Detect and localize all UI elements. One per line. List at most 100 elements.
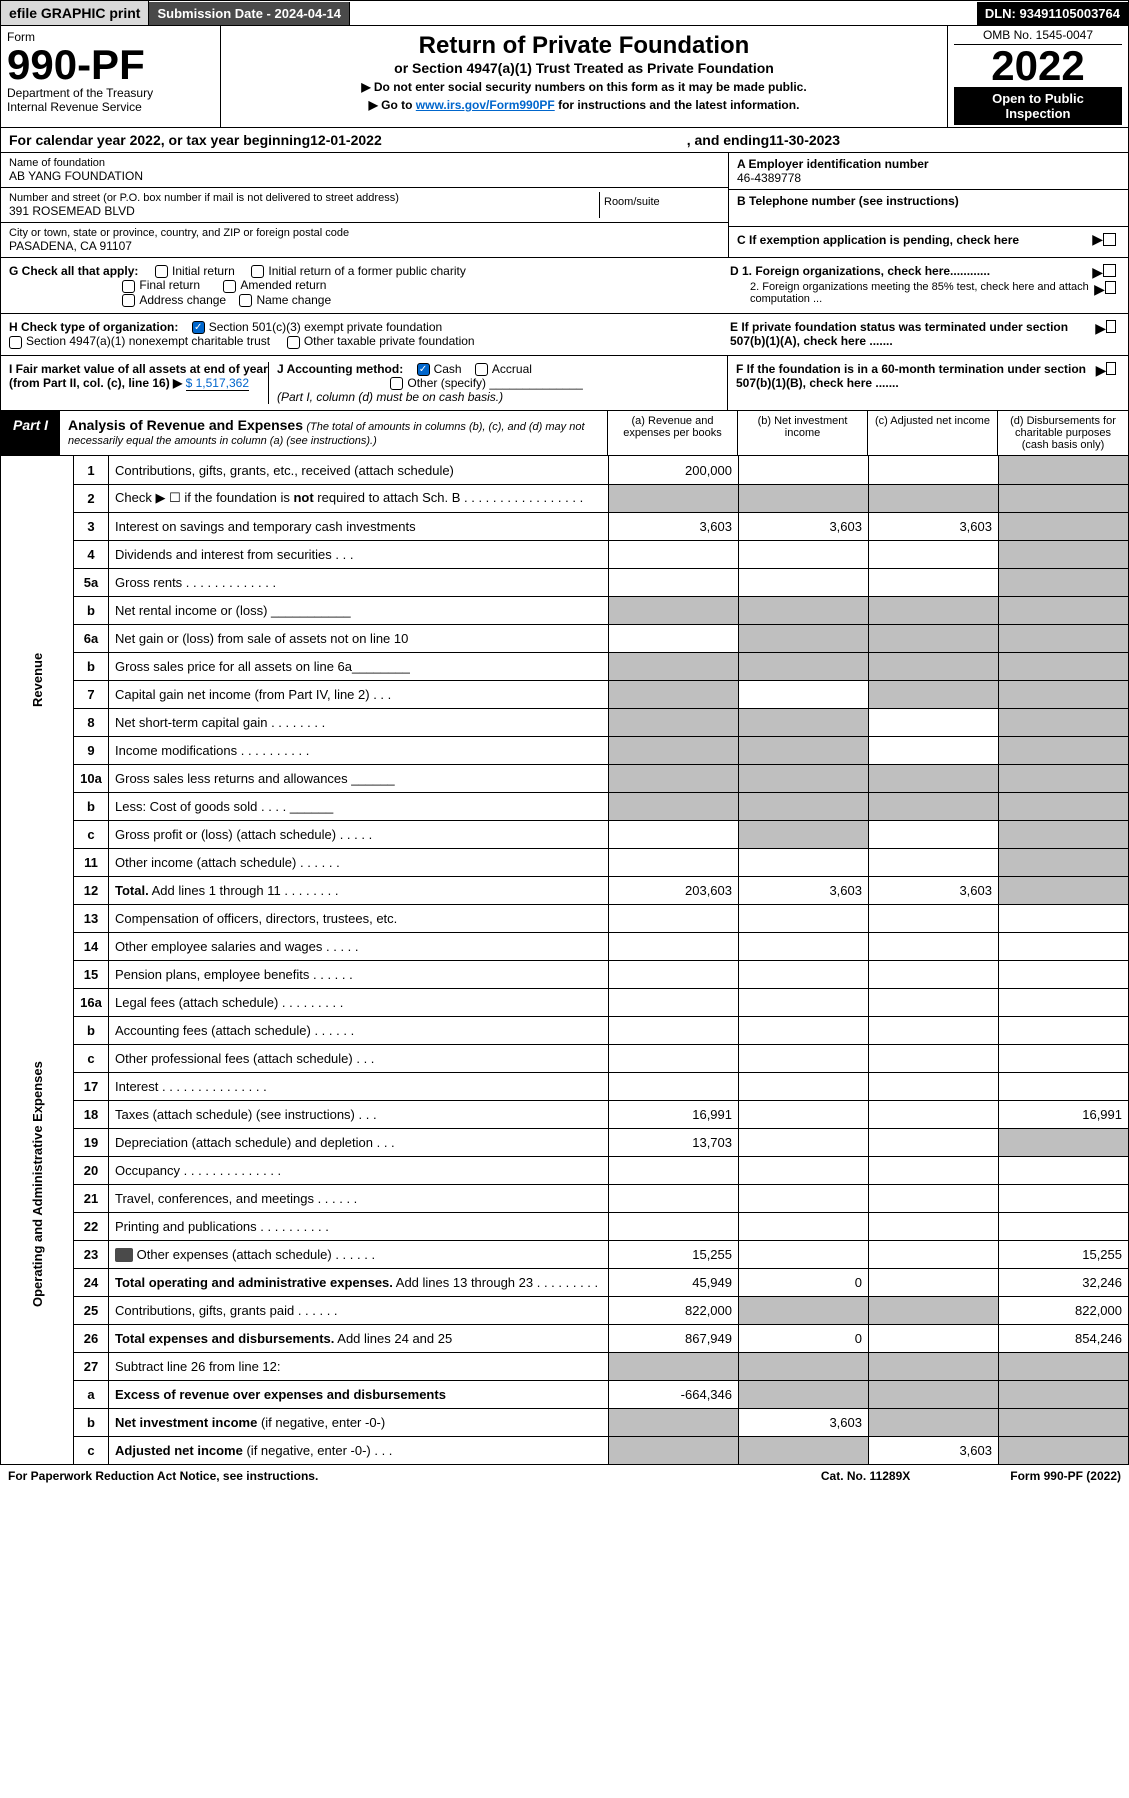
line-desc: Compensation of officers, directors, tru… <box>109 904 609 932</box>
line-desc: Gross profit or (loss) (attach schedule)… <box>109 820 609 848</box>
value-cell: 13,703 <box>609 1128 739 1156</box>
city-state-zip: PASADENA, CA 91107 <box>9 239 720 253</box>
d2-checkbox[interactable] <box>1105 281 1116 294</box>
col-a-head: (a) Revenue and expenses per books <box>608 411 738 455</box>
value-cell <box>609 792 739 820</box>
value-cell <box>869 1156 999 1184</box>
value-cell <box>739 624 869 652</box>
value-cell <box>999 540 1129 568</box>
table-row: cAdjusted net income (if negative, enter… <box>1 1436 1129 1464</box>
table-row: bAccounting fees (attach schedule) . . .… <box>1 1016 1129 1044</box>
line-number: b <box>74 596 109 624</box>
g-name-change[interactable] <box>239 294 252 307</box>
line-number: 8 <box>74 708 109 736</box>
line-desc: Net rental income or (loss) ___________ <box>109 596 609 624</box>
value-cell <box>999 1380 1129 1408</box>
table-row: 4Dividends and interest from securities … <box>1 540 1129 568</box>
line-desc: Total expenses and disbursements. Add li… <box>109 1324 609 1352</box>
line-number: 26 <box>74 1324 109 1352</box>
value-cell <box>999 624 1129 652</box>
top-bar: efile GRAPHIC print Submission Date - 20… <box>0 0 1129 26</box>
line-desc: Income modifications . . . . . . . . . . <box>109 736 609 764</box>
value-cell <box>869 1212 999 1240</box>
g-final-return[interactable] <box>122 280 135 293</box>
value-cell <box>869 988 999 1016</box>
city-label: City or town, state or province, country… <box>9 227 720 239</box>
sub-title: or Section 4947(a)(1) Trust Treated as P… <box>227 60 941 76</box>
table-row: 21Travel, conferences, and meetings . . … <box>1 1184 1129 1212</box>
line-desc: Excess of revenue over expenses and disb… <box>109 1380 609 1408</box>
line-number: 7 <box>74 680 109 708</box>
footer: For Paperwork Reduction Act Notice, see … <box>0 1465 1129 1487</box>
line-desc: Adjusted net income (if negative, enter … <box>109 1436 609 1464</box>
h-check-row: H Check type of organization: Section 50… <box>0 314 1129 356</box>
value-cell <box>609 680 739 708</box>
j-cash[interactable] <box>417 363 430 376</box>
value-cell <box>609 596 739 624</box>
line-number: 25 <box>74 1296 109 1324</box>
value-cell <box>739 904 869 932</box>
value-cell <box>739 540 869 568</box>
value-cell <box>739 848 869 876</box>
line-number: 6a <box>74 624 109 652</box>
j-accrual[interactable] <box>475 363 488 376</box>
value-cell <box>869 1184 999 1212</box>
f-checkbox[interactable] <box>1106 362 1116 375</box>
value-cell <box>609 848 739 876</box>
value-cell: 32,246 <box>999 1268 1129 1296</box>
room-suite-label: Room/suite <box>600 192 720 218</box>
line-number: c <box>74 820 109 848</box>
value-cell <box>609 1212 739 1240</box>
value-cell <box>869 484 999 512</box>
value-cell: 0 <box>739 1324 869 1352</box>
value-cell <box>739 1044 869 1072</box>
g-label: G Check all that apply: <box>9 264 138 278</box>
value-cell <box>999 988 1129 1016</box>
j-other[interactable] <box>390 377 403 390</box>
value-cell <box>999 1156 1129 1184</box>
g-addr-change[interactable] <box>122 294 135 307</box>
value-cell <box>609 1184 739 1212</box>
table-row: 20Occupancy . . . . . . . . . . . . . . <box>1 1156 1129 1184</box>
d1-checkbox[interactable] <box>1103 264 1116 277</box>
value-cell <box>739 596 869 624</box>
line-desc: Occupancy . . . . . . . . . . . . . . <box>109 1156 609 1184</box>
g-initial-return[interactable] <box>155 265 168 278</box>
table-row: bGross sales price for all assets on lin… <box>1 652 1129 680</box>
value-cell <box>869 932 999 960</box>
value-cell <box>609 708 739 736</box>
value-cell <box>999 1212 1129 1240</box>
line-number: 2 <box>74 484 109 512</box>
line-number: a <box>74 1380 109 1408</box>
value-cell: 16,991 <box>999 1100 1129 1128</box>
c-checkbox[interactable] <box>1103 233 1116 246</box>
line-number: 3 <box>74 512 109 540</box>
h-other-taxable[interactable] <box>287 336 300 349</box>
value-cell: -664,346 <box>609 1380 739 1408</box>
table-row: 7Capital gain net income (from Part IV, … <box>1 680 1129 708</box>
e-checkbox[interactable] <box>1106 320 1116 333</box>
g-initial-public[interactable] <box>251 265 264 278</box>
table-row: 16aLegal fees (attach schedule) . . . . … <box>1 988 1129 1016</box>
line-number: 9 <box>74 736 109 764</box>
value-cell <box>739 792 869 820</box>
h-4947[interactable] <box>9 336 22 349</box>
form-link[interactable]: www.irs.gov/Form990PF <box>416 98 555 112</box>
line-number: 24 <box>74 1268 109 1296</box>
table-row: 10aGross sales less returns and allowanc… <box>1 764 1129 792</box>
value-cell: 3,603 <box>739 876 869 904</box>
table-row: 2Check ▶ ☐ if the foundation is not requ… <box>1 484 1129 512</box>
table-row: 5aGross rents . . . . . . . . . . . . . <box>1 568 1129 596</box>
form-number: 990-PF <box>7 44 214 86</box>
value-cell <box>609 652 739 680</box>
instr-2: ▶ Go to www.irs.gov/Form990PF for instru… <box>227 98 941 112</box>
revenue-label: Revenue <box>1 456 74 904</box>
table-row: 27Subtract line 26 from line 12: <box>1 1352 1129 1380</box>
table-row: bNet rental income or (loss) ___________ <box>1 596 1129 624</box>
value-cell <box>999 1128 1129 1156</box>
line-number: 16a <box>74 988 109 1016</box>
value-cell <box>999 736 1129 764</box>
value-cell <box>869 736 999 764</box>
g-amended[interactable] <box>223 280 236 293</box>
h-501c3[interactable] <box>192 321 205 334</box>
